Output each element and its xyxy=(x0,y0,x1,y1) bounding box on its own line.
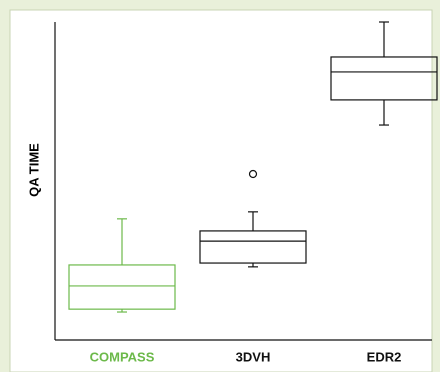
x-tick-label: EDR2 xyxy=(367,349,402,364)
plot-panel xyxy=(9,9,433,372)
box xyxy=(68,264,176,310)
x-tick-label: COMPASS xyxy=(90,349,155,364)
box xyxy=(199,230,307,264)
x-tick-label: 3DVH xyxy=(236,349,271,364)
outlier xyxy=(248,169,258,179)
box xyxy=(330,56,438,101)
y-axis-label: QA TIME xyxy=(26,143,41,197)
